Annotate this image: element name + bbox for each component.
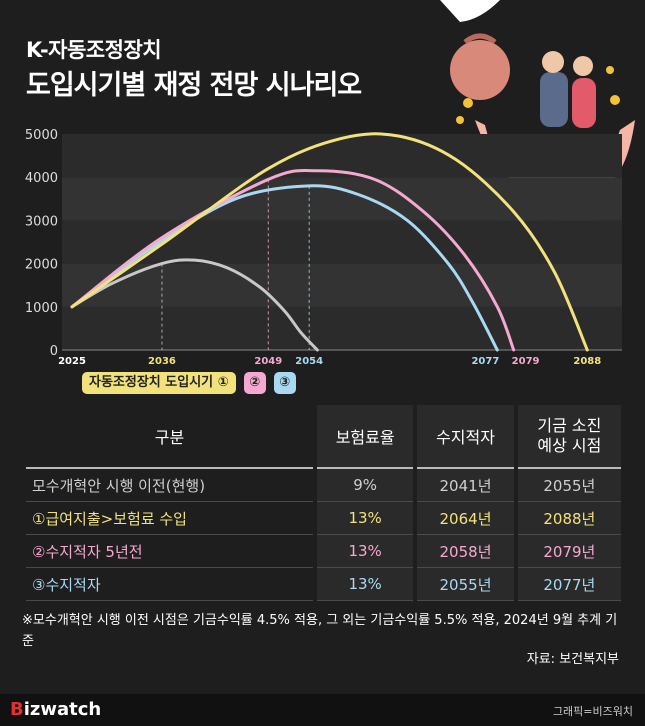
legend-scenario-3: ③ <box>273 372 296 394</box>
grid-band <box>62 177 622 221</box>
logo: Bizwatch <box>10 699 102 720</box>
table-row: ①급여지출>보험료 수입 13% 2064년 2088년 <box>26 501 621 535</box>
table-cell: 모수개혁안 시행 이전(현행) <box>26 468 315 502</box>
x-tick-label: 2079 <box>512 356 540 367</box>
y-tick-label: 4000 <box>25 171 58 186</box>
y-tick-label: 0 <box>50 344 58 359</box>
table-header: 기금 소진 예상 시점 <box>513 405 621 469</box>
series-line <box>70 184 499 352</box>
table-cell: 13% <box>312 501 416 535</box>
x-tick-label: 2025 <box>58 356 86 367</box>
graphic-credit: 그래픽=비즈워치 <box>552 705 633 718</box>
legend-scenario-2: ② <box>243 372 266 394</box>
table-cell: 2055년 <box>513 468 621 502</box>
table-cell: 13% <box>312 567 416 601</box>
table-cell: 2077년 <box>513 567 621 601</box>
table-cell: ③수지적자 <box>26 567 315 601</box>
table-row: ③수지적자 13% 2055년 2077년 <box>26 567 621 601</box>
series-line <box>70 132 589 352</box>
footer: Bizwatch 그래픽=비즈워치 <box>0 694 645 726</box>
page-title: 도입시기별 재정 전망 시나리오 <box>26 70 362 101</box>
y-tick-label: 2000 <box>25 258 58 273</box>
table-row: 모수개혁안 시행 이전(현행) 9% 2041년 2055년 <box>26 468 621 502</box>
table-header: 보험료율 <box>312 405 416 469</box>
grid-band <box>62 263 622 307</box>
legend: 자동조정장치 도입시기 ① ② ③ <box>82 372 296 394</box>
table-row: ②수지적자 5년전 13% 2058년 2079년 <box>26 534 621 568</box>
title-line1: K-자동조정장치 <box>26 38 162 62</box>
series-line <box>70 169 516 352</box>
grid-band <box>62 306 622 350</box>
table-cell: ②수지적자 5년전 <box>26 534 315 568</box>
table-cell: 9% <box>312 468 416 502</box>
table-cell: 13% <box>312 534 416 568</box>
legend-scenario-1: 자동조정장치 도입시기 ① <box>82 372 236 394</box>
footnote: ※모수개혁안 시행 이전 시점은 기금수익률 4.5% 적용, 그 외는 기금수… <box>22 613 618 649</box>
table-cell: 2079년 <box>513 534 621 568</box>
table-header: 구분 <box>26 405 315 469</box>
y-tick-label: 3000 <box>25 214 58 229</box>
x-tick-label: 2077 <box>471 356 499 367</box>
table-cell: 2041년 <box>413 468 516 502</box>
x-tick-label: 2088 <box>573 356 601 367</box>
table-cell: ①급여지출>보험료 수입 <box>26 501 315 535</box>
y-tick-label: 1000 <box>25 301 58 316</box>
table-cell: 2064년 <box>413 501 516 535</box>
grid-band <box>62 134 622 178</box>
table-cell: 2088년 <box>513 501 621 535</box>
table-cell: 2055년 <box>413 567 516 601</box>
x-tick-label: 2036 <box>148 356 176 367</box>
table-header: 수지적자 <box>413 405 516 469</box>
table-cell: 2058년 <box>413 534 516 568</box>
fund-projection-chart: 0 1000 2000 3000 4000 5000 2025 2036 2049 2054 207… <box>25 128 622 367</box>
x-tick-label: 2054 <box>295 356 323 367</box>
scenario-table: 구분 보험료율 수지적자 기금 소진 예상 시점 모수개혁안 시행 이전(현행)… <box>26 405 621 601</box>
y-tick-label: 5000 <box>25 128 58 143</box>
series-line <box>70 258 319 352</box>
x-tick-label: 2049 <box>254 356 282 367</box>
source: 자료: 보건복지부 <box>526 652 619 667</box>
